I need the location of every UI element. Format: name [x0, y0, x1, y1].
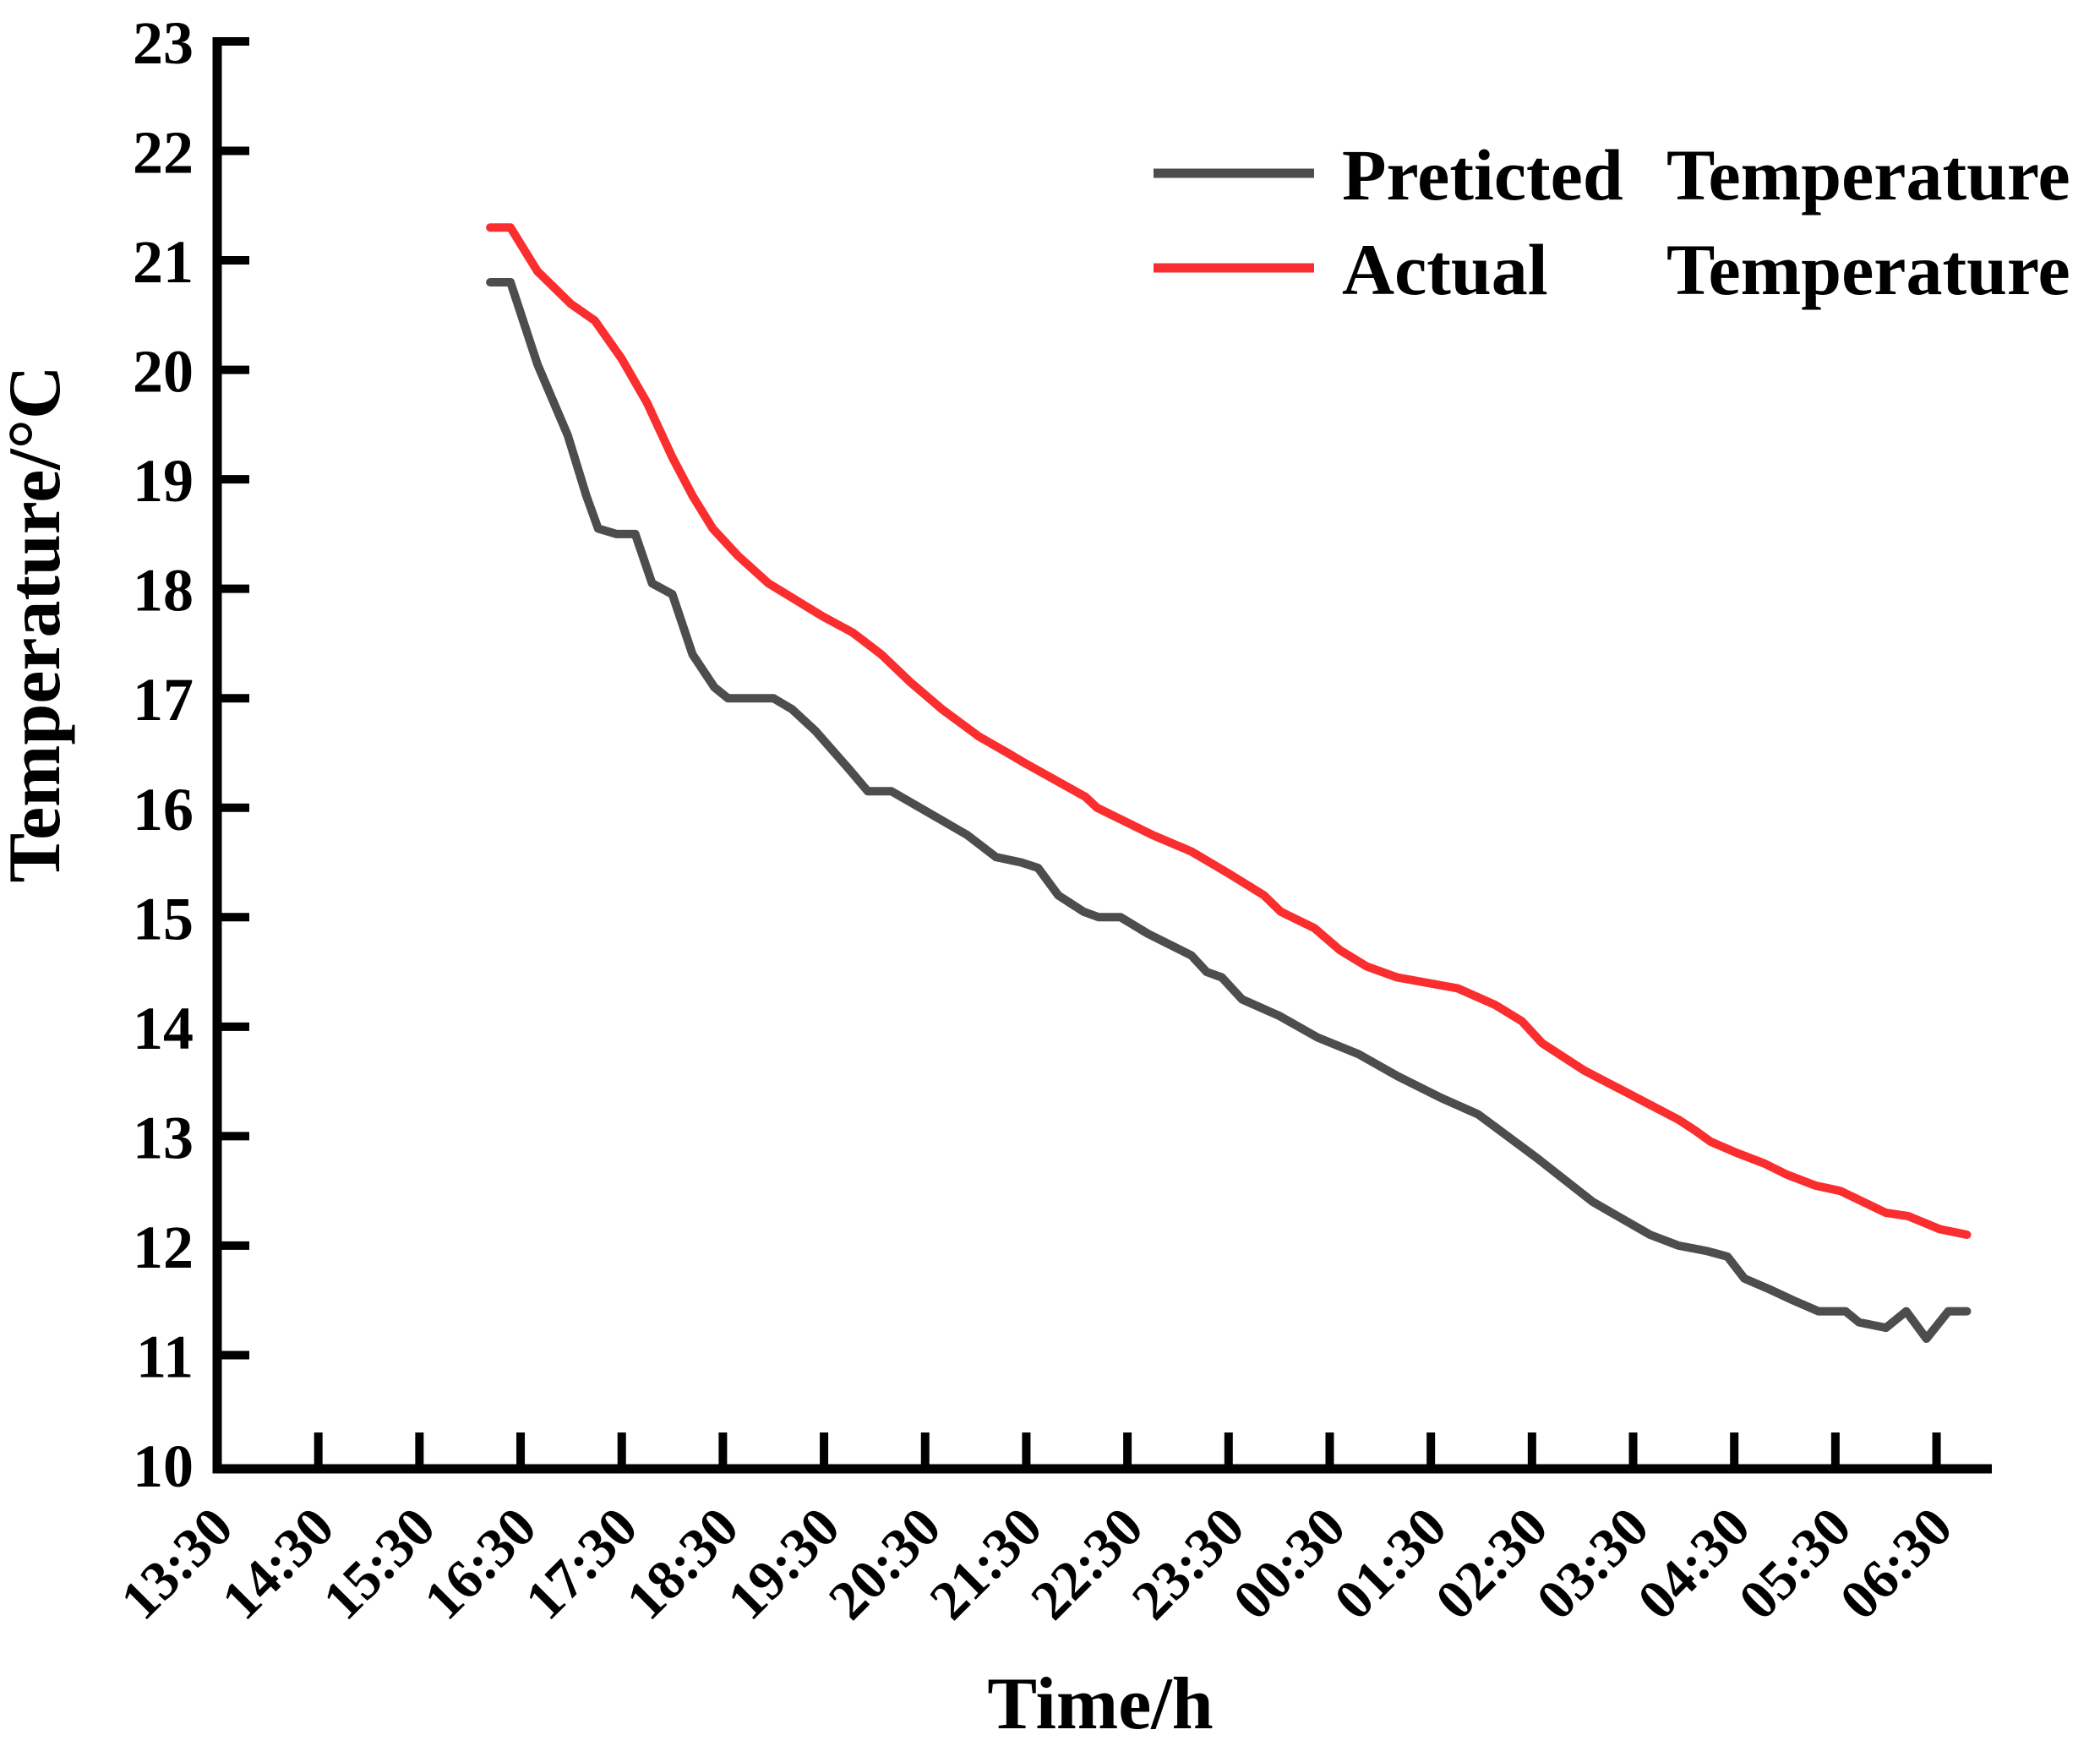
x-tick-label: 06:30	[1829, 1496, 1965, 1632]
y-tick-label: 18	[133, 557, 194, 625]
y-tick-label: 17	[133, 666, 194, 734]
series-line-actual-temperature	[486, 223, 1972, 1239]
x-tick-label: 05:30	[1727, 1496, 1863, 1632]
legend-label-predicted: Preticted	[1342, 134, 1623, 216]
y-axis-ticks: 10 11 12 13 14 15 16 17 18 19 20 21 22 23	[133, 9, 249, 1500]
x-axis-ticks: 13:3014:3015:3016:3017:3018:3019:3020:30…	[109, 1432, 1964, 1631]
x-tick-label: 15:30	[311, 1496, 447, 1632]
y-tick-label: 13	[133, 1104, 194, 1171]
data-series	[486, 223, 1972, 1343]
x-tick-label: 20:30	[817, 1496, 953, 1632]
axis-spine	[212, 37, 1992, 1474]
y-tick-label: 14	[133, 995, 194, 1062]
y-tick-label: 16	[133, 776, 194, 843]
x-tick-label: 17:30	[514, 1496, 650, 1632]
x-tick-label: 16:30	[412, 1496, 548, 1632]
x-tick-label: 22:30	[1019, 1496, 1155, 1632]
x-tick-label: 00:30	[1222, 1496, 1358, 1632]
x-tick-label: 01:30	[1323, 1496, 1459, 1632]
legend: Preticted Temperature Actual Temperature	[1154, 134, 2070, 310]
y-tick-label: 10	[133, 1432, 194, 1500]
x-axis-title: Time/h	[987, 1663, 1213, 1745]
y-tick-label: 19	[133, 447, 194, 515]
legend-label-actual: Actual	[1342, 229, 1548, 310]
y-tick-label: 22	[133, 119, 194, 187]
x-tick-label: 23:30	[1121, 1496, 1257, 1632]
y-tick-label: 12	[133, 1214, 194, 1281]
legend-label-predicted-2: Temperature	[1666, 134, 2070, 216]
x-tick-label: 19:30	[716, 1496, 852, 1632]
series-line-preticted-temperature	[486, 278, 1972, 1343]
x-tick-label: 04:30	[1626, 1496, 1762, 1632]
x-tick-label: 21:30	[919, 1496, 1055, 1632]
x-tick-label: 18:30	[615, 1496, 751, 1632]
x-tick-label: 13:30	[109, 1496, 245, 1632]
x-tick-label: 14:30	[210, 1496, 346, 1632]
y-axis-title: Temperature/°C	[0, 365, 76, 882]
x-tick-label: 02:30	[1424, 1496, 1560, 1632]
y-tick-label: 23	[133, 9, 194, 77]
y-tick-label: 20	[133, 338, 194, 406]
x-tick-label: 03:30	[1525, 1496, 1661, 1632]
legend-label-actual-2: Temperature	[1666, 229, 2070, 310]
y-tick-label: 15	[133, 885, 194, 952]
y-tick-label: 21	[133, 228, 194, 296]
y-tick-label: 11	[136, 1323, 194, 1390]
